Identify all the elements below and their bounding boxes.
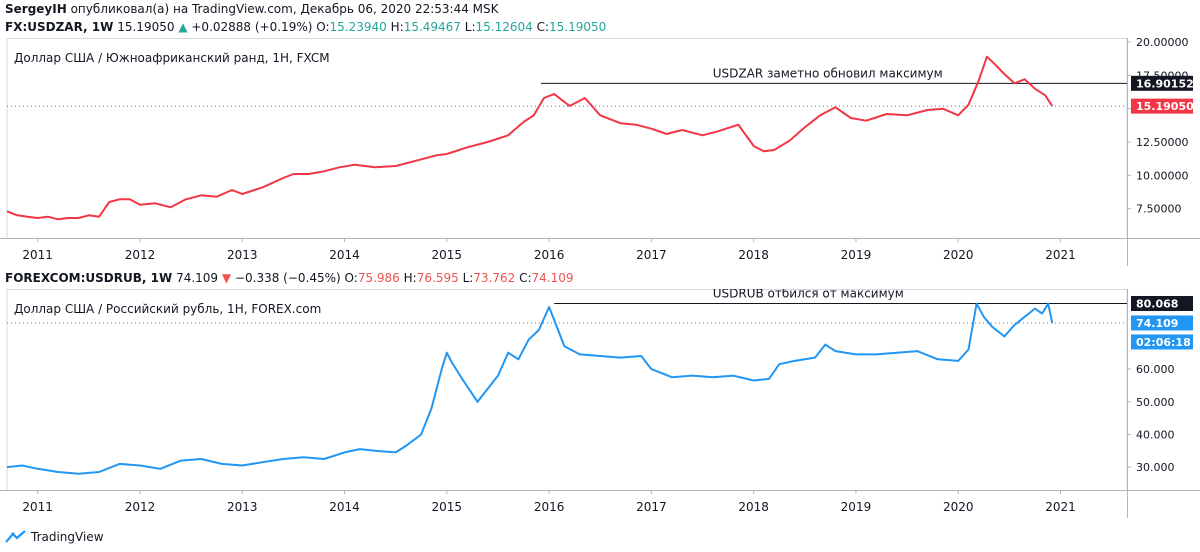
level-price-label: 80.068 <box>1136 297 1178 310</box>
chart-title: Доллар США / Южноафриканский ранд, 1Н, F… <box>14 51 330 65</box>
x-tick-label: 2021 <box>1045 248 1076 262</box>
x-tick-label: 2012 <box>125 248 156 262</box>
countdown-label-bg <box>1131 334 1193 350</box>
zar-symbol-line: FX:USDZAR, 1W 15.19050 ▲ +0.02888 (+0.19… <box>5 20 607 34</box>
usdrub-chart[interactable]: Доллар США / Российский рубль, 1Н, FOREX… <box>0 289 1200 518</box>
x-tick-label: 2020 <box>943 500 974 514</box>
rub-low: 73.762 <box>473 271 516 285</box>
price-series-line <box>6 302 1054 475</box>
rub-high: 76.595 <box>416 271 459 285</box>
x-tick-label: 2011 <box>22 500 53 514</box>
rub-last: 74.109 <box>176 271 219 285</box>
x-tick-label: 2015 <box>432 500 463 514</box>
x-tick-label: 2012 <box>125 500 156 514</box>
footer: TradingView <box>5 527 104 547</box>
zar-close: 15.19050 <box>549 20 607 34</box>
x-tick-label: 2014 <box>329 248 360 262</box>
zar-change: +0.02888 (+0.19%) <box>191 20 313 34</box>
up-arrow-icon: ▲ <box>178 20 188 34</box>
x-tick-label: 2011 <box>22 248 53 262</box>
rub-close: 74.109 <box>531 271 574 285</box>
y-tick-label: 40.000 <box>1136 428 1175 441</box>
zar-last: 15.19050 <box>117 20 175 34</box>
tradingview-logo-icon <box>5 530 26 543</box>
usdzar-chart[interactable]: Доллар США / Южноафриканский ранд, 1Н, F… <box>0 38 1200 266</box>
y-tick-label: 60.000 <box>1136 363 1175 376</box>
x-tick-label: 2017 <box>636 500 667 514</box>
level-price-label: 16.90152 <box>1136 77 1194 90</box>
zar-open: 15.23940 <box>329 20 387 34</box>
last-price-label-bg <box>1131 98 1193 114</box>
y-tick-label: 30.000 <box>1136 461 1175 474</box>
y-tick-label: 20.00000 <box>1136 38 1189 49</box>
x-tick-label: 2013 <box>227 500 258 514</box>
zar-high: 15.49467 <box>403 20 461 34</box>
level-price-label-bg <box>1131 295 1193 311</box>
last-price-label: 15.19050 <box>1136 100 1194 113</box>
y-tick-label: 7.50000 <box>1136 203 1182 216</box>
zar-low: 15.12604 <box>475 20 533 34</box>
chart-title: Доллар США / Российский рубль, 1Н, FOREX… <box>14 302 321 316</box>
publish-info: SergeyIH опубликовал(а) на TradingView.c… <box>5 2 499 16</box>
zar-symbol[interactable]: FX:USDZAR <box>5 20 84 34</box>
last-price-label-bg <box>1131 315 1193 331</box>
x-tick-label: 2021 <box>1045 500 1076 514</box>
rub-symbol-line: FOREXCOM:USDRUB, 1W 74.109 ▼ −0.338 (−0.… <box>5 271 574 285</box>
annotation-text: USDZAR заметно обновил максимум <box>713 66 943 80</box>
zar-interval: 1W <box>91 20 114 34</box>
countdown-label: 02:06:18 <box>1136 336 1191 349</box>
publish-text: опубликовал(а) на TradingView.com, Декаб… <box>70 2 499 16</box>
x-tick-label: 2017 <box>636 248 667 262</box>
plot-frame <box>6 289 1128 491</box>
x-tick-label: 2013 <box>227 248 258 262</box>
x-tick-label: 2018 <box>738 248 769 262</box>
footer-brand[interactable]: TradingView <box>31 530 104 544</box>
x-tick-label: 2016 <box>534 248 565 262</box>
annotation-text: USDRUB отбился от максимум <box>713 289 904 300</box>
rub-open: 75.986 <box>357 271 400 285</box>
y-tick-label: 12.50000 <box>1136 136 1189 149</box>
level-price-label-bg <box>1131 75 1193 91</box>
down-arrow-icon: ▼ <box>221 271 232 285</box>
x-tick-label: 2016 <box>534 500 565 514</box>
author-name[interactable]: SergeyIH <box>5 2 67 16</box>
plot-frame <box>6 38 1128 239</box>
last-price-label: 74.109 <box>1136 317 1178 330</box>
x-tick-label: 2018 <box>738 500 769 514</box>
x-tick-label: 2019 <box>841 248 872 262</box>
x-tick-label: 2019 <box>841 500 872 514</box>
price-series-line <box>6 55 1054 221</box>
rub-change: −0.338 (−0.45%) <box>234 271 341 285</box>
x-tick-label: 2015 <box>432 248 463 262</box>
x-tick-label: 2020 <box>943 248 974 262</box>
y-tick-label: 50.000 <box>1136 396 1175 409</box>
x-tick-label: 2014 <box>329 500 360 514</box>
y-tick-label: 10.00000 <box>1136 169 1189 182</box>
rub-interval: 1W <box>150 271 173 285</box>
rub-symbol[interactable]: FOREXCOM:USDRUB <box>5 271 142 285</box>
